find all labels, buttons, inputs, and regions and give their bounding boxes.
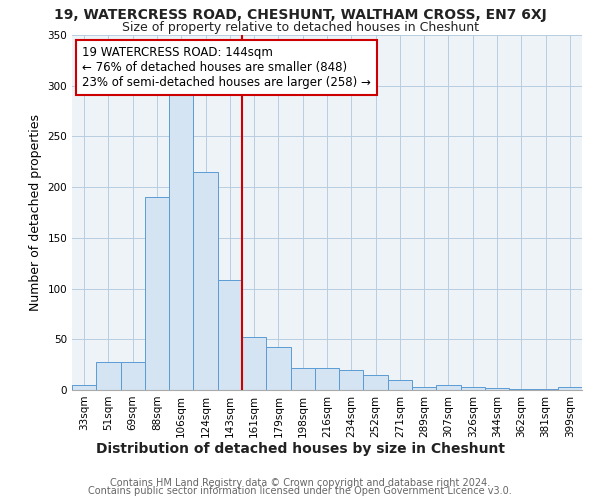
Text: Contains public sector information licensed under the Open Government Licence v3: Contains public sector information licen… <box>88 486 512 496</box>
Bar <box>412 387 436 390</box>
Text: Contains HM Land Registry data © Crown copyright and database right 2024.: Contains HM Land Registry data © Crown c… <box>110 478 490 488</box>
Bar <box>242 338 266 390</box>
Bar <box>145 198 169 390</box>
Bar <box>339 370 364 390</box>
Y-axis label: Number of detached properties: Number of detached properties <box>29 114 42 311</box>
Text: 19 WATERCRESS ROAD: 144sqm
← 76% of detached houses are smaller (848)
23% of sem: 19 WATERCRESS ROAD: 144sqm ← 76% of deta… <box>82 46 371 88</box>
Bar <box>72 385 96 390</box>
Bar <box>315 368 339 390</box>
Bar <box>461 387 485 390</box>
Bar <box>436 385 461 390</box>
Bar <box>388 380 412 390</box>
Bar <box>169 91 193 390</box>
Bar <box>558 387 582 390</box>
Text: Size of property relative to detached houses in Cheshunt: Size of property relative to detached ho… <box>121 21 479 34</box>
Bar <box>364 375 388 390</box>
Bar <box>96 362 121 390</box>
Bar <box>218 280 242 390</box>
Bar <box>509 389 533 390</box>
Bar <box>290 368 315 390</box>
Text: 19, WATERCRESS ROAD, CHESHUNT, WALTHAM CROSS, EN7 6XJ: 19, WATERCRESS ROAD, CHESHUNT, WALTHAM C… <box>53 8 547 22</box>
Bar <box>485 388 509 390</box>
Bar <box>266 348 290 390</box>
Bar <box>193 172 218 390</box>
Bar <box>121 362 145 390</box>
Text: Distribution of detached houses by size in Cheshunt: Distribution of detached houses by size … <box>95 442 505 456</box>
Bar <box>533 389 558 390</box>
